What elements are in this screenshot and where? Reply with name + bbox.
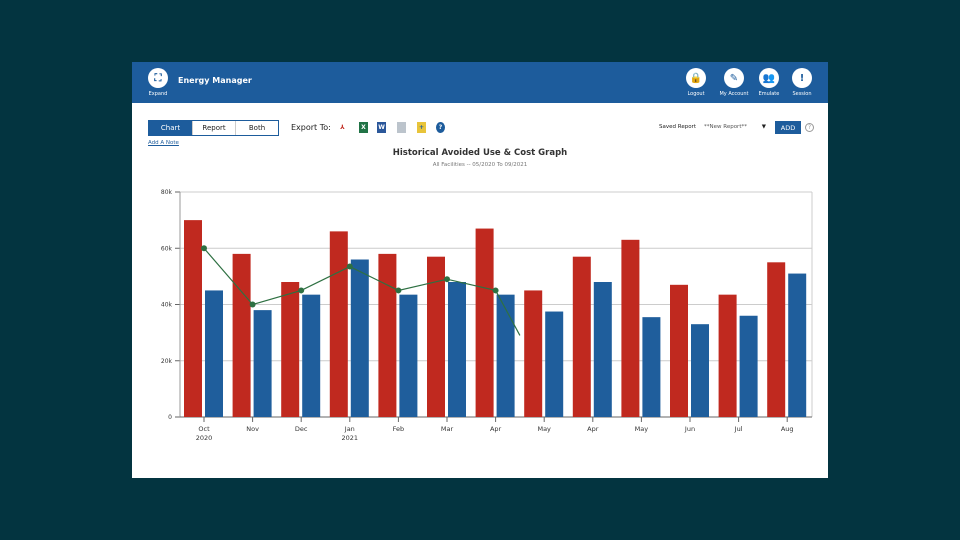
tab-report[interactable]: Report xyxy=(192,121,235,135)
app-title: Energy Manager xyxy=(178,76,252,85)
word-icon[interactable]: W xyxy=(377,122,386,133)
add-button[interactable]: ADD xyxy=(775,121,801,134)
bar-blue xyxy=(253,310,272,417)
x-tick-label: May xyxy=(635,425,649,433)
line-point xyxy=(492,287,499,294)
expand-icon: ⛶ xyxy=(148,68,168,88)
emulate-label: Emulate xyxy=(758,91,780,97)
bar-blue xyxy=(302,294,321,417)
dropdown-caret-icon: ▼ xyxy=(761,124,766,130)
x-tick-label: Oct xyxy=(198,425,210,433)
x-tick-sublabel: 2021 xyxy=(342,434,359,442)
bar-red xyxy=(572,256,591,417)
bar-red xyxy=(378,253,397,417)
my-account-button[interactable]: ✎ My Account xyxy=(714,68,754,97)
bar-blue xyxy=(691,324,709,417)
line-point xyxy=(395,287,402,294)
my-account-label: My Account xyxy=(719,91,749,97)
x-tick-label: Feb xyxy=(393,425,405,433)
session-label: Session xyxy=(792,91,812,97)
users-icon: 👥 xyxy=(759,68,779,88)
x-tick-label: Aug xyxy=(781,425,794,433)
logout-label: Logout xyxy=(687,91,705,97)
saved-report-select[interactable]: **New Report** ▼ xyxy=(700,120,770,134)
y-tick-label: 40k xyxy=(161,302,173,309)
bar-blue xyxy=(593,282,612,417)
expand-button[interactable]: ⛶ Expand xyxy=(138,68,178,97)
tab-chart[interactable]: Chart xyxy=(149,121,192,135)
expand-label: Expand xyxy=(148,91,168,97)
bar-blue xyxy=(399,294,418,417)
line-point xyxy=(346,263,353,270)
x-tick-label: Apr xyxy=(490,425,502,433)
pdf-icon[interactable]: ⅄ xyxy=(340,124,345,131)
help-icon[interactable]: ? xyxy=(805,123,814,132)
bar-red xyxy=(427,256,445,417)
bar-red xyxy=(475,228,494,417)
bar-blue xyxy=(739,315,758,417)
export-label: Export To: xyxy=(291,123,331,132)
x-tick-label: Mar xyxy=(441,425,454,433)
line-point xyxy=(201,245,207,252)
x-tick-label: Dec xyxy=(295,425,308,433)
x-tick-label: May xyxy=(537,425,551,433)
emulate-button[interactable]: 👥 Emulate xyxy=(749,68,789,97)
line-point xyxy=(249,301,256,308)
bar-red xyxy=(718,294,737,417)
bar-blue xyxy=(496,294,515,417)
lock-icon: 🔒 xyxy=(686,68,706,88)
line-point xyxy=(298,287,305,294)
bar-red xyxy=(524,290,543,417)
bar-blue xyxy=(788,273,807,417)
bar-red xyxy=(670,284,688,417)
y-tick-label: 20k xyxy=(161,358,173,365)
x-tick-label: Nov xyxy=(246,425,259,433)
x-tick-sublabel: 2020 xyxy=(196,434,213,442)
saved-report-value: **New Report** xyxy=(704,124,747,130)
bar-red xyxy=(767,262,786,417)
x-tick-label: Jul xyxy=(734,425,743,433)
text-file-icon[interactable] xyxy=(397,122,406,133)
excel-icon[interactable]: X xyxy=(359,122,368,133)
x-tick-label: Apr xyxy=(587,425,599,433)
bar-blue xyxy=(350,259,369,417)
alert-icon: ! xyxy=(792,68,812,88)
y-tick-label: 60k xyxy=(161,245,173,252)
help-chat-icon[interactable]: ? xyxy=(436,122,445,133)
logout-button[interactable]: 🔒 Logout xyxy=(676,68,716,97)
saved-report-label: Saved Report xyxy=(659,124,696,130)
header-bar: ⛶ Expand Energy Manager 🔒 Logout ✎ My Acco… xyxy=(132,62,828,103)
bar-red xyxy=(329,231,348,417)
bar-blue xyxy=(642,317,661,417)
bar-blue xyxy=(205,290,223,417)
email-icon[interactable]: + xyxy=(417,122,426,133)
add-note-link[interactable]: Add A Note xyxy=(148,140,179,146)
y-tick-label: 0 xyxy=(168,414,172,421)
y-tick-label: 80k xyxy=(161,189,173,196)
app-window: ⛶ Expand Energy Manager 🔒 Logout ✎ My Acco… xyxy=(132,62,828,478)
session-button[interactable]: ! Session xyxy=(782,68,822,97)
bar-blue xyxy=(448,282,466,417)
x-tick-label: Jun xyxy=(684,425,695,433)
line-point xyxy=(444,276,450,283)
tab-both[interactable]: Both xyxy=(235,121,278,135)
bar-red xyxy=(281,282,300,417)
edit-icon: ✎ xyxy=(724,68,744,88)
view-toggle: Chart Report Both xyxy=(148,120,279,136)
bar-red xyxy=(184,220,202,417)
chart-subtitle: All Facilities -- 05/2020 To 09/2021 xyxy=(432,162,528,168)
x-tick-label: Jan xyxy=(344,425,355,433)
bar-red xyxy=(232,253,251,417)
line-series xyxy=(203,247,521,336)
chart-title: Historical Avoided Use & Cost Graph xyxy=(392,148,568,158)
bar-blue xyxy=(545,311,564,417)
bar-red xyxy=(621,239,640,417)
